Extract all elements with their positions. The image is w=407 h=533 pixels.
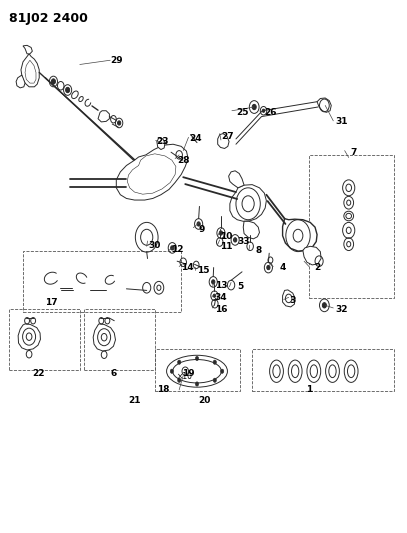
Text: 1: 1 bbox=[306, 385, 312, 394]
Text: 33: 33 bbox=[238, 237, 250, 246]
Polygon shape bbox=[93, 324, 116, 351]
Polygon shape bbox=[98, 111, 109, 122]
Text: 22: 22 bbox=[32, 369, 45, 378]
Circle shape bbox=[263, 109, 265, 112]
Circle shape bbox=[219, 231, 223, 235]
Text: 20: 20 bbox=[198, 396, 210, 405]
Polygon shape bbox=[21, 54, 39, 87]
Polygon shape bbox=[303, 246, 321, 265]
Circle shape bbox=[221, 369, 224, 373]
Text: ×10: ×10 bbox=[177, 372, 193, 381]
Text: 8: 8 bbox=[255, 246, 261, 255]
Polygon shape bbox=[218, 134, 229, 149]
Polygon shape bbox=[23, 45, 32, 54]
Circle shape bbox=[213, 360, 217, 365]
Text: 25: 25 bbox=[236, 108, 248, 117]
Circle shape bbox=[252, 104, 256, 110]
Polygon shape bbox=[16, 75, 25, 88]
Text: 14: 14 bbox=[181, 263, 194, 271]
Text: 16: 16 bbox=[215, 304, 228, 313]
Circle shape bbox=[197, 222, 200, 226]
Polygon shape bbox=[229, 171, 244, 188]
Circle shape bbox=[195, 382, 199, 386]
Text: 12: 12 bbox=[171, 245, 184, 254]
Circle shape bbox=[177, 378, 181, 382]
Text: 19: 19 bbox=[182, 369, 195, 378]
Text: 3: 3 bbox=[290, 296, 296, 305]
Text: 2: 2 bbox=[314, 263, 320, 272]
Text: 7: 7 bbox=[350, 148, 357, 157]
Text: 5: 5 bbox=[237, 282, 243, 291]
Text: 34: 34 bbox=[214, 293, 227, 302]
Text: 28: 28 bbox=[177, 156, 190, 165]
Polygon shape bbox=[25, 60, 36, 83]
Circle shape bbox=[267, 265, 270, 270]
Text: 27: 27 bbox=[221, 132, 234, 141]
Text: 6: 6 bbox=[110, 369, 116, 378]
Circle shape bbox=[51, 79, 55, 84]
Polygon shape bbox=[243, 221, 260, 239]
Text: 30: 30 bbox=[149, 241, 161, 250]
Text: 15: 15 bbox=[197, 266, 210, 275]
Circle shape bbox=[177, 360, 181, 365]
Polygon shape bbox=[282, 219, 317, 251]
Text: 10: 10 bbox=[220, 232, 232, 241]
Polygon shape bbox=[317, 98, 331, 112]
Circle shape bbox=[322, 303, 326, 308]
Text: 17: 17 bbox=[45, 298, 58, 307]
Polygon shape bbox=[230, 184, 266, 221]
Text: 21: 21 bbox=[128, 396, 141, 405]
Text: 18: 18 bbox=[157, 385, 169, 394]
Circle shape bbox=[195, 357, 199, 361]
Text: 24: 24 bbox=[189, 134, 202, 143]
Text: 13: 13 bbox=[215, 280, 228, 289]
Circle shape bbox=[213, 378, 217, 382]
Circle shape bbox=[212, 280, 215, 284]
Text: 31: 31 bbox=[335, 117, 348, 126]
Polygon shape bbox=[18, 324, 40, 350]
Text: 81J02 2400: 81J02 2400 bbox=[9, 12, 88, 26]
Text: 9: 9 bbox=[198, 225, 205, 234]
Circle shape bbox=[234, 238, 237, 242]
Circle shape bbox=[170, 369, 173, 373]
Polygon shape bbox=[127, 154, 176, 194]
Text: 23: 23 bbox=[157, 137, 169, 146]
Circle shape bbox=[118, 121, 121, 125]
Text: 4: 4 bbox=[280, 263, 286, 272]
Circle shape bbox=[66, 87, 70, 93]
Text: 32: 32 bbox=[335, 304, 348, 313]
Text: 11: 11 bbox=[219, 242, 232, 251]
Polygon shape bbox=[116, 144, 188, 200]
Text: 26: 26 bbox=[264, 108, 277, 117]
Text: 29: 29 bbox=[110, 56, 123, 65]
Circle shape bbox=[171, 246, 174, 250]
Polygon shape bbox=[157, 138, 165, 150]
Polygon shape bbox=[282, 290, 295, 307]
Circle shape bbox=[213, 294, 216, 297]
